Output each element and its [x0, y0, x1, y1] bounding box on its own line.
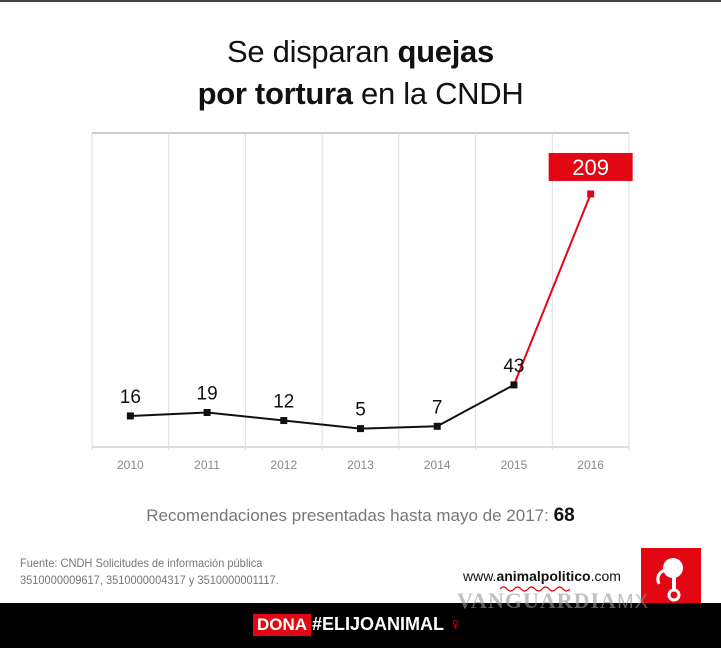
x-tick-label: 2010	[117, 458, 144, 472]
hashtag: #ELIJOANIMAL ♀	[312, 614, 463, 634]
x-tick-label: 2015	[501, 458, 528, 472]
source-note: Fuente: CNDH Solicitudes de información …	[20, 556, 279, 587]
series-segment	[360, 425, 438, 430]
data-label: 12	[273, 392, 294, 413]
data-label: 5	[355, 400, 366, 421]
series-segment	[436, 384, 515, 428]
site-link[interactable]: www.animalpolitico.com	[463, 568, 621, 584]
animal-politico-logo	[641, 548, 701, 610]
data-point	[357, 425, 364, 433]
data-point	[203, 408, 211, 416]
elephant-small-icon: ♀	[448, 614, 463, 634]
chart-title-line1: Se disparan quejas	[227, 34, 494, 69]
elephant-icon	[656, 558, 683, 602]
data-label: 7	[432, 397, 443, 418]
recommendations-note: Recomendaciones presentadas hasta mayo d…	[146, 505, 575, 526]
data-point	[280, 417, 288, 425]
data-point	[587, 190, 595, 198]
x-tick-label: 2016	[577, 458, 604, 472]
highlight-label-box	[548, 152, 633, 181]
footer-bar	[0, 603, 721, 648]
data-point	[126, 412, 134, 420]
data-point	[510, 381, 518, 389]
squiggle-decoration	[500, 586, 570, 592]
x-tick-label: 2014	[424, 458, 451, 472]
watermark: VANGUARDIAMX	[457, 588, 649, 613]
data-label: 16	[120, 387, 141, 408]
chart-title-line2: por tortura en la CNDH	[197, 76, 524, 111]
x-tick-label: 2011	[194, 458, 220, 472]
data-label: 209	[572, 155, 609, 180]
donate-button[interactable]: DONA	[253, 614, 312, 636]
line-chart: 2010 16 2011 19 2012 12 2013 5 2014 7 2015 43 2016 20…	[91, 132, 633, 472]
data-point	[433, 422, 441, 430]
series-segment	[283, 419, 361, 430]
series-segment	[130, 411, 208, 417]
data-label: 19	[197, 383, 218, 404]
x-tick-label: 2012	[270, 458, 297, 472]
top-border	[0, 0, 721, 2]
x-tick-label: 2013	[347, 458, 374, 472]
series-segment	[206, 411, 284, 422]
data-label: 43	[503, 356, 524, 377]
series-segment	[513, 193, 592, 386]
